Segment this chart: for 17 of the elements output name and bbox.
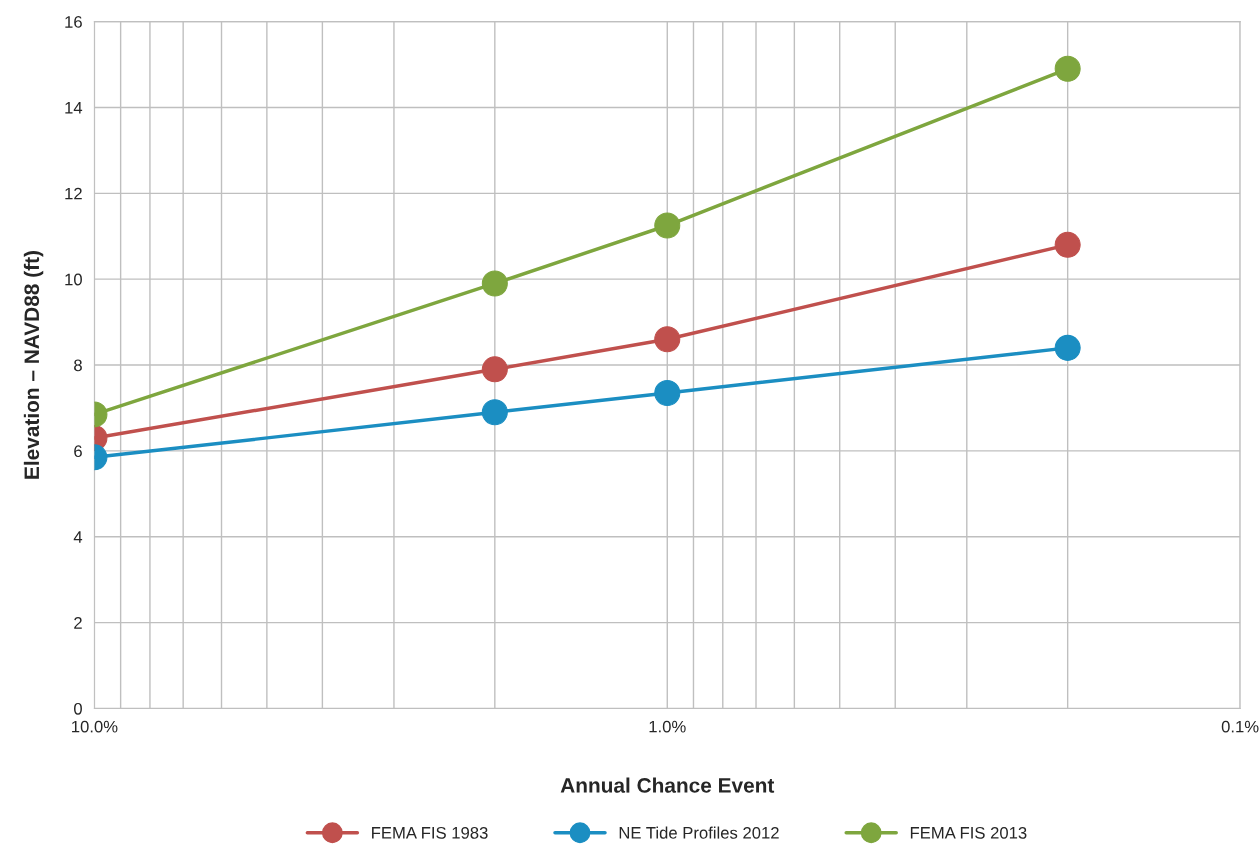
x-tick-label: 1.0% [649,720,686,733]
y-tick-label: 8 [74,359,82,372]
y-axis-title: Elevation – NAVD88 (ft) [23,251,44,479]
y-tick-label: 16 [65,16,82,28]
y-tick-label: 2 [74,617,82,629]
x-tick-label: 10.0% [72,720,118,733]
legend-label: FEMA FIS 2013 [910,826,1027,839]
x-axis-title: Annual Chance Event [560,777,775,793]
y-tick-label: 14 [65,102,83,114]
y-tick-label: 12 [65,187,82,200]
y-tick-label: 10 [65,273,82,286]
y-tick-label: 0 [74,702,82,715]
y-tick-label: 4 [73,531,83,543]
y-tick-label: 6 [74,445,82,458]
legend-label: FEMA FIS 1983 [372,826,488,839]
x-tick-label: 0.1% [1221,720,1259,733]
legend-label: NE Tide Profiles 2012 [619,826,779,839]
